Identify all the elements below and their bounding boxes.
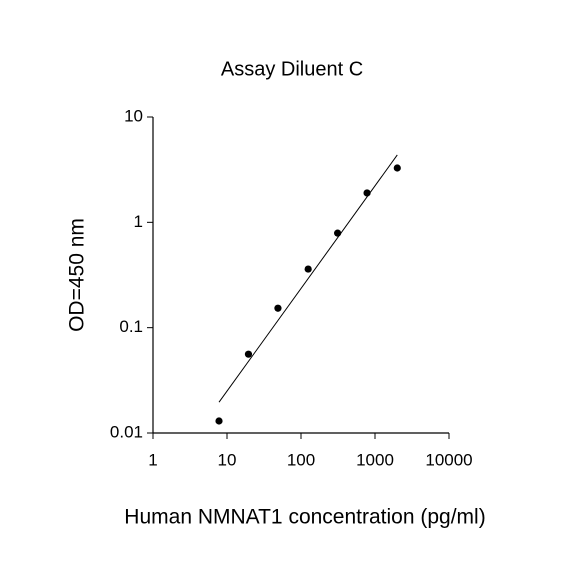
chart-title: Assay Diluent C [221, 58, 363, 80]
x-tick-label: 10 [218, 450, 237, 469]
data-point [363, 189, 371, 197]
data-point [244, 350, 253, 358]
x-tick-label: 1 [148, 450, 157, 469]
y-axis-label: OD=450 nm [66, 218, 89, 332]
data-point [215, 417, 223, 425]
x-tick-label: 10000 [425, 450, 472, 469]
y-tick-label: 10 [124, 106, 143, 125]
data-point [304, 265, 312, 273]
x-tick-label: 1000 [356, 450, 394, 469]
x-axis-label: Human NMNAT1 concentration (pg/ml) [124, 506, 485, 529]
y-tick-label: 0.1 [119, 317, 143, 336]
y-tick-label: 1 [134, 212, 143, 231]
data-point [334, 229, 342, 237]
data-point [274, 304, 282, 312]
y-tick-label: 0.01 [110, 422, 143, 441]
x-tick-label: 100 [287, 450, 315, 469]
data-point [393, 164, 401, 172]
